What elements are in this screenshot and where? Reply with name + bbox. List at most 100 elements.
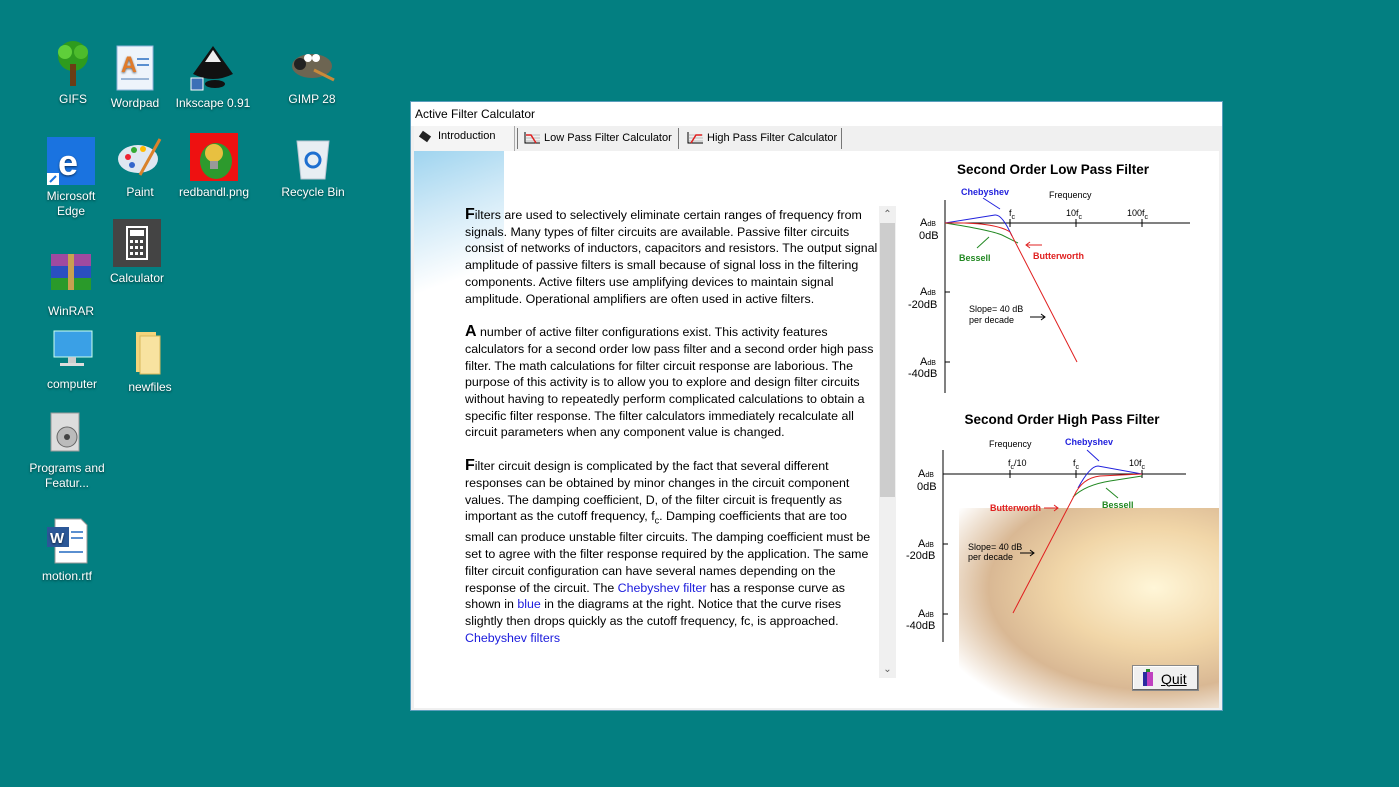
intro-paragraph-2: A number of active filter configurations… <box>465 323 879 441</box>
desktop-icon-label: WinRAR <box>47 304 94 318</box>
tick-fc-over-10: fc/10 <box>1008 458 1027 471</box>
desktop-icon-programs[interactable]: Programs and Featur... <box>27 409 107 491</box>
svg-text:AdB: AdB <box>920 217 936 229</box>
drop-cap: F <box>465 457 475 475</box>
paragraph-text: ilters are used to selectively eliminate… <box>465 208 878 306</box>
quit-button[interactable]: Quit <box>1132 665 1199 691</box>
filter-diagrams: Second Order Low Pass Filter Frequency f… <box>906 162 1190 642</box>
svg-text:AdB: AdB <box>920 356 936 368</box>
svg-text:0dB: 0dB <box>917 481 937 493</box>
text-scrollbar[interactable]: ⌃ ⌄ <box>879 206 896 678</box>
chebyshev-filter-link[interactable]: Chebyshev filter <box>617 580 707 595</box>
inkscape-icon <box>189 44 237 92</box>
paragraph-text: in the diagrams at the right. Notice tha… <box>465 597 842 628</box>
desktop-icon-label: redbandl.png <box>178 185 250 199</box>
butterworth-label: Butterworth <box>1033 251 1084 261</box>
butterworth-curve <box>944 222 1078 363</box>
chip-icon <box>418 130 432 142</box>
desktop-icon-label: Microsoft Edge <box>46 189 96 218</box>
desktop-icon-label: Recycle Bin <box>281 185 345 199</box>
wordpad-icon: A <box>111 44 159 92</box>
desktop-icon-winrar[interactable]: WinRAR <box>31 248 111 319</box>
desktop-icon-gifs[interactable]: GIFS <box>33 40 113 107</box>
tab-high-pass-filter-calculator[interactable]: High Pass Filter Calculator <box>681 128 842 149</box>
slope-label-2: per decade <box>968 552 1013 562</box>
subscript: c <box>654 515 660 526</box>
drop-cap: A <box>465 323 477 341</box>
svg-text:-20dB: -20dB <box>906 550 935 562</box>
paragraph-text: has a response curve as shown in <box>465 580 845 612</box>
svg-text:0dB: 0dB <box>919 230 939 242</box>
active-filter-calculator-window: Active Filter Calculator Introduction Lo… <box>410 101 1223 711</box>
exit-door-icon <box>1143 669 1153 686</box>
slope-label: Slope= 40 dB <box>968 542 1022 552</box>
svg-text:W: W <box>50 530 65 547</box>
desktop-icon-recycle-bin[interactable]: Recycle Bin <box>273 133 353 200</box>
blue-word: blue <box>517 597 541 612</box>
quit-label: Quit <box>1161 671 1187 687</box>
chebyshev-label: Chebyshev <box>961 187 1009 197</box>
svg-text:A: A <box>121 52 137 77</box>
scroll-down-arrow-icon[interactable]: ⌄ <box>883 664 892 675</box>
intro-paragraph-3: Filter circuit design is complicated by … <box>465 457 879 646</box>
tab-introduction[interactable]: Introduction <box>414 126 515 151</box>
tick-100fc: 100fc <box>1127 208 1149 221</box>
scrollbar-thumb[interactable] <box>880 223 895 497</box>
bessell-curve <box>1072 475 1143 498</box>
butterworth-label: Butterworth <box>990 503 1041 513</box>
desktop-icon-label: Paint <box>126 185 154 199</box>
word-document-icon: W <box>43 517 91 565</box>
paint-palette-icon <box>116 133 164 181</box>
desktop-icon-label: Wordpad <box>110 96 160 110</box>
introduction-panel: Filters are used to selectively eliminat… <box>414 151 1219 708</box>
amplitude-labels: AdB 0dB AdB -20dB AdB -40dB <box>906 468 937 632</box>
calculator-icon <box>113 219 161 267</box>
desktop-icon-gimp[interactable]: GIMP 28 <box>272 40 352 107</box>
desktop-icon-newfiles[interactable]: newfiles <box>110 328 190 395</box>
chebyshev-label: Chebyshev <box>1065 437 1113 447</box>
chebyshev-filters-link[interactable]: Chebyshev filters <box>465 630 561 645</box>
butterworth-curve <box>1012 473 1143 614</box>
svg-text:-40dB: -40dB <box>908 368 937 380</box>
desktop-icon-inkscape[interactable]: Inkscape 0.91 <box>173 44 253 111</box>
desktop-icon-label: motion.rtf <box>41 569 92 583</box>
svg-text:AdB: AdB <box>920 286 936 298</box>
gimp-icon <box>288 40 336 88</box>
desktop-icon-label: computer <box>46 377 98 391</box>
desktop-icon-wordpad[interactable]: A Wordpad <box>95 44 175 111</box>
intro-paragraph-1: Filters are used to selectively eliminat… <box>465 207 879 307</box>
image-file-icon <box>190 133 238 181</box>
tab-label: Introduction <box>438 130 496 142</box>
desktop-icon-paint[interactable]: Paint <box>100 133 180 200</box>
computer-icon <box>48 325 96 373</box>
high-pass-diagram: Second Order High Pass Filter Frequency … <box>906 412 1186 642</box>
svg-text:AdB: AdB <box>918 608 934 620</box>
desktop-icon-motion-rtf[interactable]: W motion.rtf <box>27 517 107 584</box>
low-pass-graph-icon <box>524 132 540 144</box>
tab-label: Low Pass Filter Calculator <box>544 132 672 144</box>
tab-bar: Introduction Low Pass Filter Calculator … <box>411 126 1222 151</box>
amplitude-labels: AdB 0dB AdB -20dB AdB -40dB <box>908 217 939 380</box>
tick-fc: fc <box>1073 458 1080 471</box>
desktop-icon-label: Inkscape 0.91 <box>175 96 251 110</box>
bessell-label: Bessell <box>1102 500 1134 510</box>
desktop-icon-calculator[interactable]: Calculator <box>97 219 177 286</box>
tab-low-pass-filter-calculator[interactable]: Low Pass Filter Calculator <box>517 128 679 149</box>
svg-text:AdB: AdB <box>918 538 934 550</box>
window-title: Active Filter Calculator <box>411 102 1222 126</box>
svg-text:AdB: AdB <box>918 468 934 480</box>
desktop-icon-edge[interactable]: e Microsoft Edge <box>31 137 111 219</box>
paragraph-text: ilter circuit design is complicated by t… <box>465 459 850 524</box>
high-pass-title: Second Order High Pass Filter <box>964 412 1160 427</box>
bessell-curve <box>944 222 1019 244</box>
frequency-label: Frequency <box>989 439 1032 449</box>
desktop-icon-redbandl[interactable]: redbandl.png <box>174 133 254 200</box>
desktop-icon-computer[interactable]: computer <box>32 325 112 392</box>
chebyshev-curve <box>1077 465 1143 489</box>
tab-label: High Pass Filter Calculator <box>707 132 838 144</box>
scroll-up-arrow-icon[interactable]: ⌃ <box>883 209 892 220</box>
svg-text:-20dB: -20dB <box>908 299 937 311</box>
frequency-label: Frequency <box>1049 190 1092 200</box>
low-pass-diagram: Second Order Low Pass Filter Frequency f… <box>908 162 1190 393</box>
tick-fc: fc <box>1009 208 1016 221</box>
